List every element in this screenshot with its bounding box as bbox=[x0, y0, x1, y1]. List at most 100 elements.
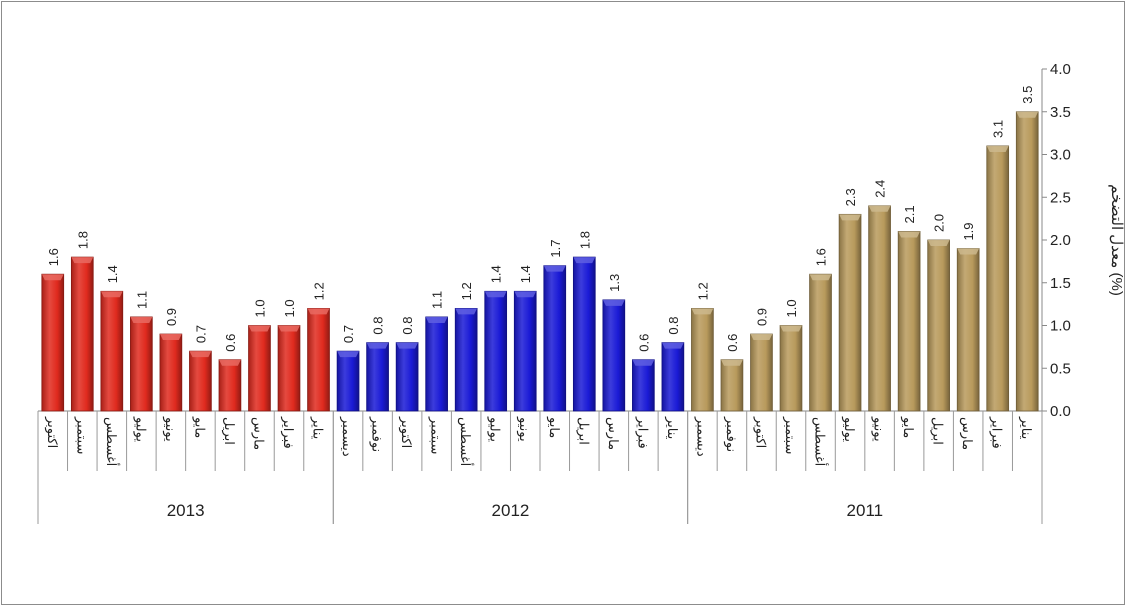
bar-cap bbox=[71, 257, 94, 264]
bar-2011-10 bbox=[750, 333, 773, 412]
data-label: 0.6 bbox=[725, 334, 740, 352]
bar-cap bbox=[278, 325, 300, 332]
bar-cap bbox=[307, 308, 330, 315]
data-label: 1.8 bbox=[577, 231, 592, 249]
data-label: 1.4 bbox=[105, 265, 120, 283]
bar-cap bbox=[514, 291, 537, 298]
y-tick-label: 2.0 bbox=[1050, 232, 1071, 249]
month-label: اكتوبر bbox=[44, 416, 60, 448]
bar-cap bbox=[750, 334, 773, 341]
data-label: 3.1 bbox=[991, 120, 1006, 138]
month-label: أغسطس bbox=[103, 417, 120, 466]
bar-cap bbox=[337, 351, 359, 358]
bar-2011-12 bbox=[691, 307, 714, 412]
label-layer: 3.5 يناير 3.1 فبراير 1.9 مارس 2.0 ابريل 2.1 مايو 2… bbox=[44, 86, 1035, 520]
bar-2013-9 bbox=[70, 256, 94, 412]
month-label: يونيو bbox=[162, 416, 178, 442]
month-label: نوفمبر bbox=[369, 416, 385, 452]
month-label: مايو bbox=[900, 416, 916, 438]
bar-2011-4 bbox=[927, 239, 950, 412]
data-label: 1.0 bbox=[282, 299, 297, 317]
bar-cap bbox=[898, 231, 921, 238]
bar-2012-7 bbox=[484, 290, 508, 412]
bar-2013-1 bbox=[307, 307, 330, 412]
data-label: 2.1 bbox=[902, 205, 917, 223]
y-tick-label: 1.0 bbox=[1050, 318, 1071, 335]
bar-cap bbox=[809, 274, 832, 281]
month-label: سبتمبر bbox=[782, 416, 798, 454]
data-label: 1.4 bbox=[489, 265, 504, 283]
month-label: سبتمبر bbox=[73, 416, 89, 454]
month-label: سبتمبر bbox=[428, 416, 444, 454]
bar-cap bbox=[41, 274, 64, 281]
month-label: يونيو bbox=[871, 416, 887, 442]
bar-cap bbox=[366, 342, 389, 349]
data-label: 3.5 bbox=[1020, 86, 1035, 104]
bar-cap bbox=[130, 316, 153, 323]
y-tick-label: 0.5 bbox=[1050, 360, 1071, 377]
month-label: يناير bbox=[310, 416, 326, 440]
data-label: 1.7 bbox=[548, 240, 563, 258]
data-label: 2.4 bbox=[873, 180, 888, 198]
bar-cap bbox=[543, 265, 566, 272]
bar-2013-6 bbox=[159, 333, 183, 412]
bar-layer bbox=[41, 111, 1039, 412]
month-label: مارس bbox=[959, 417, 975, 450]
bar-cap bbox=[396, 342, 419, 349]
bar-cap bbox=[927, 240, 950, 246]
month-label: يونيو bbox=[516, 416, 532, 442]
month-label: فبراير bbox=[989, 416, 1005, 449]
y-tick-label: 2.5 bbox=[1050, 189, 1071, 206]
bar-2012-9 bbox=[425, 316, 448, 412]
month-label: ابريل bbox=[575, 417, 591, 445]
data-label: 0.7 bbox=[193, 325, 208, 343]
y-tick-label: 0.0 bbox=[1050, 403, 1071, 420]
data-label: 2.0 bbox=[932, 214, 947, 232]
y-tick-label: 3.0 bbox=[1050, 147, 1071, 164]
month-label: فبراير bbox=[634, 416, 650, 449]
bar-cap bbox=[986, 145, 1009, 152]
bar-2012-12 bbox=[336, 350, 360, 412]
month-label: ديسمبر bbox=[339, 416, 355, 457]
bar-2011-9 bbox=[779, 325, 803, 412]
bar-cap bbox=[159, 334, 182, 341]
month-label: أغسطس bbox=[812, 417, 829, 466]
bar-2013-8 bbox=[100, 290, 124, 412]
y-tick-label: 3.5 bbox=[1050, 104, 1071, 121]
bar-cap bbox=[839, 214, 861, 221]
bar-cap bbox=[957, 248, 980, 255]
data-label: 1.2 bbox=[312, 282, 327, 300]
month-label: ابريل bbox=[930, 417, 946, 445]
bar-2013-10 bbox=[41, 273, 65, 412]
data-label: 0.9 bbox=[164, 308, 179, 326]
month-label: فبراير bbox=[280, 416, 296, 449]
bar-cap bbox=[691, 308, 714, 315]
data-label: 0.6 bbox=[223, 334, 238, 352]
data-label: 1.2 bbox=[695, 282, 710, 300]
data-label: 1.3 bbox=[607, 274, 622, 292]
bar-2012-10 bbox=[395, 342, 419, 412]
data-label: 0.9 bbox=[754, 308, 769, 326]
month-label: مارس bbox=[605, 417, 621, 450]
data-label: 2.3 bbox=[843, 188, 858, 206]
bar-2013-5 bbox=[189, 350, 212, 412]
bar-2011-6 bbox=[868, 205, 891, 412]
bar-cap bbox=[602, 299, 625, 306]
data-label: 0.7 bbox=[341, 325, 356, 343]
month-label: اكتوبر bbox=[752, 416, 768, 448]
bar-2012-2 bbox=[632, 359, 655, 412]
month-label: يوليو bbox=[841, 416, 857, 442]
bar-2011-2 bbox=[986, 145, 1010, 412]
bar-cap bbox=[1016, 111, 1039, 118]
data-label: 1.6 bbox=[814, 248, 829, 266]
bar-2013-2 bbox=[277, 325, 301, 412]
data-label: 1.4 bbox=[518, 265, 533, 283]
bar-2012-11 bbox=[366, 342, 389, 412]
data-label: 0.6 bbox=[636, 334, 651, 352]
data-label: 1.8 bbox=[75, 231, 90, 249]
data-label: 1.1 bbox=[430, 291, 445, 309]
data-label: 1.0 bbox=[784, 299, 799, 317]
data-label: 0.8 bbox=[666, 317, 681, 335]
bar-2013-4 bbox=[218, 359, 242, 412]
